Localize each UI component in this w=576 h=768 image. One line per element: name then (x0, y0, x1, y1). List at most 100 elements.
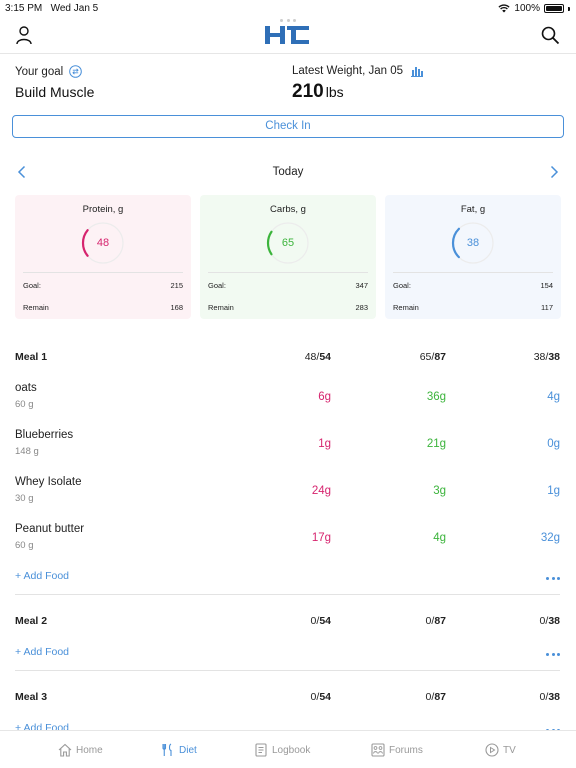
user-profile-icon[interactable] (14, 25, 34, 45)
check-in-button[interactable]: Check In (12, 115, 564, 138)
top-bar (0, 16, 576, 54)
carbs-goal-row: Goal: 347 (208, 281, 368, 290)
food-row[interactable]: Whey Isolate 30 g 24g 3g 1g (15, 476, 560, 512)
tab-home[interactable]: Home (58, 742, 103, 758)
home-icon (58, 743, 72, 757)
hc-logo (265, 26, 309, 44)
protein-remain-row: Remain 168 (23, 303, 183, 312)
food-fat: 32g (540, 532, 560, 544)
add-food-button[interactable]: + Add Food (15, 646, 70, 658)
carbs-remain-row: Remain 283 (208, 303, 368, 312)
divider (15, 670, 560, 671)
meal-protein-total: 0/54 (310, 691, 331, 703)
carbs-remain: 283 (355, 303, 368, 312)
food-carbs: 36g (426, 391, 446, 403)
meal-header[interactable]: Meal 2 0/54 0/87 0/38 (15, 615, 560, 629)
meal-fat-total: 0/38 (539, 691, 560, 703)
more-options-icon[interactable] (546, 577, 560, 581)
fork-knife-icon (162, 743, 172, 756)
fat-card[interactable]: Fat, g 38 Goal: 154 Remain 117 (385, 195, 561, 319)
food-row[interactable]: Peanut butter 60 g 17g 4g 32g (15, 523, 560, 559)
meal-carbs-total: 0/87 (425, 615, 446, 627)
forums-icon (371, 743, 385, 757)
status-bar: 3:15 PM Wed Jan 5 100% (0, 0, 576, 16)
food-amount: 30 g (15, 493, 34, 504)
food-amount: 60 g (15, 540, 34, 551)
goal-label: Your goal (15, 65, 82, 78)
protein-value: 48 (96, 237, 110, 249)
meal-name: Meal 2 (15, 615, 48, 627)
protein-ring: 48 (79, 219, 127, 267)
multitask-dots[interactable] (280, 19, 296, 23)
weight-label: Latest Weight, Jan 05 (292, 65, 424, 77)
food-fat: 4g (547, 391, 560, 403)
fat-remain-row: Remain 117 (393, 303, 553, 312)
meal-header[interactable]: Meal 3 0/54 0/87 0/38 (15, 691, 560, 705)
more-options-icon[interactable] (546, 653, 560, 657)
protein-goal-row: Goal: 215 (23, 281, 183, 290)
tab-bar: Home Diet Logbook Forums TV (0, 730, 576, 768)
tab-logbook[interactable]: Logbook (254, 742, 310, 758)
food-protein: 1g (318, 438, 331, 450)
carbs-ring: 65 (264, 219, 312, 267)
food-name: Whey Isolate (15, 476, 82, 488)
food-name: oats (15, 382, 37, 394)
chevron-left-icon[interactable] (14, 164, 30, 180)
meal-carbs-total: 0/87 (425, 691, 446, 703)
date-label: Today (272, 166, 304, 178)
food-amount: 148 g (15, 446, 39, 457)
wifi-icon (498, 4, 510, 13)
food-row[interactable]: Blueberries 148 g 1g 21g 0g (15, 429, 560, 465)
meal-fat-total: 0/38 (539, 615, 560, 627)
food-fat: 1g (547, 485, 560, 497)
food-name: Blueberries (15, 429, 74, 441)
food-carbs: 3g (433, 485, 446, 497)
fat-remain: 117 (541, 303, 553, 312)
meal-name: Meal 3 (15, 691, 48, 703)
weight-value: 210 lbs (292, 81, 344, 102)
meal-protein-total: 48/54 (304, 351, 331, 363)
protein-remain: 168 (170, 303, 183, 312)
play-icon (485, 743, 499, 757)
meal-protein-total: 0/54 (310, 615, 331, 627)
food-amount: 60 g (15, 399, 34, 410)
food-protein: 17g (311, 532, 331, 544)
food-protein: 24g (311, 485, 331, 497)
meal-fat-total: 38/38 (533, 351, 560, 363)
food-protein: 6g (318, 391, 331, 403)
meal-header[interactable]: Meal 1 48/54 65/87 38/38 (15, 351, 560, 365)
meal-carbs-total: 65/87 (419, 351, 446, 363)
logbook-icon (255, 743, 267, 757)
fat-goal: 154 (540, 281, 553, 290)
tab-tv[interactable]: TV (485, 742, 516, 758)
ring-progress (81, 221, 125, 265)
carbs-value: 65 (281, 237, 295, 249)
ring-progress (451, 221, 495, 265)
protein-card[interactable]: Protein, g 48 Goal: 215 Remain 168 (15, 195, 191, 319)
ring-progress (266, 221, 310, 265)
date-navigator: Today (0, 160, 576, 184)
chevron-right-icon[interactable] (546, 164, 562, 180)
fat-goal-row: Goal: 154 (393, 281, 553, 290)
carbs-card[interactable]: Carbs, g 65 Goal: 347 Remain 283 (200, 195, 376, 319)
meal-name: Meal 1 (15, 351, 48, 363)
carbs-goal: 347 (355, 281, 368, 290)
fat-ring: 38 (449, 219, 497, 267)
search-icon[interactable] (540, 25, 560, 45)
battery-percent: 100% (514, 3, 540, 14)
goal-value[interactable]: Build Muscle (15, 84, 95, 100)
bar-chart-icon[interactable] (411, 66, 424, 77)
add-food-button[interactable]: + Add Food (15, 570, 70, 582)
tab-diet[interactable]: Diet (161, 742, 197, 758)
food-row[interactable]: oats 60 g 6g 36g 4g (15, 382, 560, 418)
food-fat: 0g (547, 438, 560, 450)
tab-forums[interactable]: Forums (371, 742, 423, 758)
food-carbs: 21g (426, 438, 446, 450)
divider (15, 594, 560, 595)
battery-icon (544, 4, 564, 13)
fat-value: 38 (466, 237, 480, 249)
food-name: Peanut butter (15, 523, 85, 535)
swap-icon[interactable] (69, 65, 82, 78)
status-right: 100% (498, 3, 570, 14)
status-time: 3:15 PM Wed Jan 5 (5, 3, 99, 14)
